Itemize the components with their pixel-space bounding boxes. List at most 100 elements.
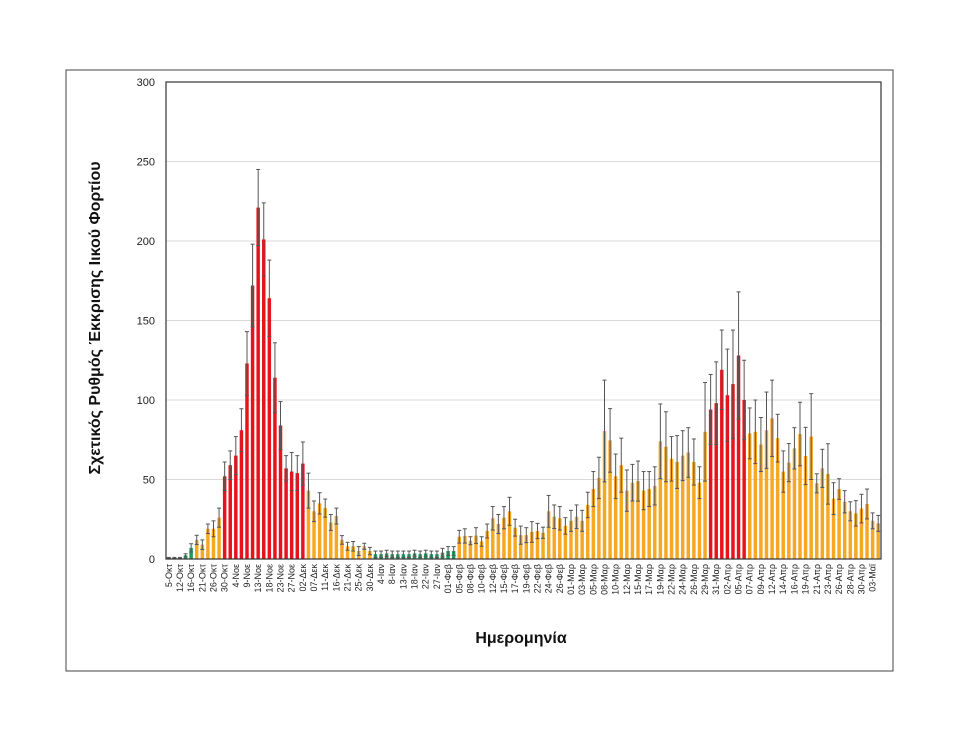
error-bar xyxy=(636,460,641,502)
bar xyxy=(312,511,316,559)
error-bar xyxy=(742,359,747,441)
error-bar xyxy=(356,546,361,557)
error-bar xyxy=(462,528,467,544)
x-tick-label: 21-Δεκ xyxy=(343,564,353,592)
error-bar xyxy=(334,507,339,525)
bar xyxy=(457,536,461,559)
bar xyxy=(669,458,674,559)
error-bar xyxy=(323,498,328,518)
x-tick-label: 11-Δεκ xyxy=(320,564,330,591)
bar xyxy=(267,298,272,559)
x-tick-label: 26-Φεβ xyxy=(555,564,565,593)
x-tick-label: 8-Ιαν xyxy=(387,564,397,585)
error-bar xyxy=(725,348,730,442)
x-tick-label: 12-Μαρ xyxy=(622,564,632,595)
bar xyxy=(323,508,327,559)
error-bar xyxy=(211,520,216,538)
x-tick-label: 23-Νοε xyxy=(276,564,286,593)
bar xyxy=(731,384,735,559)
error-bar xyxy=(546,494,551,528)
error-bar xyxy=(747,407,752,460)
error-bar xyxy=(222,461,227,492)
bar xyxy=(837,489,841,559)
error-bar xyxy=(284,455,289,482)
error-bar xyxy=(172,556,177,559)
error-bar xyxy=(351,541,356,552)
error-bar xyxy=(423,549,428,558)
error-bar xyxy=(457,529,462,544)
bar xyxy=(664,446,668,559)
bar xyxy=(686,452,691,559)
bar xyxy=(479,541,484,559)
error-bar xyxy=(289,451,294,492)
bar xyxy=(876,523,880,559)
error-bar xyxy=(842,490,847,514)
error-bar xyxy=(624,469,629,512)
bar xyxy=(306,490,311,559)
bar xyxy=(574,516,579,559)
error-bar xyxy=(753,399,758,465)
bar xyxy=(792,448,797,559)
error-bar xyxy=(552,504,557,529)
bar xyxy=(747,433,752,559)
error-bar xyxy=(434,550,439,558)
x-tick-label: 26-Απρ xyxy=(834,564,844,594)
error-bar xyxy=(825,443,830,505)
error-bar xyxy=(166,556,171,559)
bar xyxy=(295,473,300,559)
bar xyxy=(703,431,707,559)
error-bar xyxy=(736,291,741,420)
bar xyxy=(351,546,355,559)
error-bar xyxy=(418,550,423,558)
error-bar xyxy=(189,543,194,553)
bar xyxy=(222,476,227,559)
x-tick-label: 10-Φεβ xyxy=(477,564,487,593)
bar xyxy=(602,431,607,559)
error-bar xyxy=(535,522,540,540)
bar xyxy=(334,516,339,559)
error-bar xyxy=(501,506,506,530)
x-tick-label: 22-Μαρ xyxy=(667,564,677,595)
x-tick-label: 24-Μαρ xyxy=(678,564,688,595)
error-bar xyxy=(490,506,495,531)
x-tick-label: 4-Νοε xyxy=(231,564,241,588)
error-bar xyxy=(764,391,769,469)
bars xyxy=(167,207,880,560)
error-bar xyxy=(809,393,814,480)
bar xyxy=(619,465,623,559)
x-tick-label: 12-Απρ xyxy=(767,564,777,594)
x-tick-label: 31-Μαρ xyxy=(711,564,721,595)
y-tick-label: 200 xyxy=(137,236,155,248)
error-bar xyxy=(177,556,182,559)
error-bar xyxy=(440,547,445,558)
x-tick-label: 21-Οκτ xyxy=(197,564,207,593)
bar xyxy=(558,518,562,559)
error-bar xyxy=(474,527,479,545)
y-axis-title: Σχετικός Ρυθμός Έκκρισης Ιικού Φορτίου xyxy=(87,161,104,474)
bar xyxy=(362,546,367,559)
error-bar xyxy=(837,478,842,500)
bar xyxy=(289,471,294,559)
x-tick-label: 30-Δεκ xyxy=(365,564,375,592)
error-bars xyxy=(166,168,881,559)
x-tick-label: 08-Μαρ xyxy=(599,564,609,595)
bar xyxy=(848,511,853,559)
x-tick-label: 13-Νοε xyxy=(253,564,263,593)
error-bar xyxy=(451,546,456,557)
bar xyxy=(546,511,551,559)
bar xyxy=(496,524,501,559)
bar xyxy=(228,465,232,559)
bar xyxy=(563,525,568,559)
bar xyxy=(692,462,696,559)
x-axis-ticks: 5-Οκτ 12-Οκτ 16-Οκτ 21-Οκτ 26-Οκτ 30-Οκτ 4-Νοε… xyxy=(164,563,878,595)
x-tick-label: 4-Ιαν xyxy=(376,564,386,585)
bar xyxy=(518,535,523,559)
bar xyxy=(273,377,277,559)
x-tick-label: 26-Οκτ xyxy=(208,564,218,593)
bar xyxy=(675,462,679,559)
bar xyxy=(524,535,529,559)
chart-border xyxy=(65,69,894,672)
x-tick-label: 16-Απρ xyxy=(789,564,799,594)
bar xyxy=(463,535,467,559)
error-bar xyxy=(608,408,613,473)
